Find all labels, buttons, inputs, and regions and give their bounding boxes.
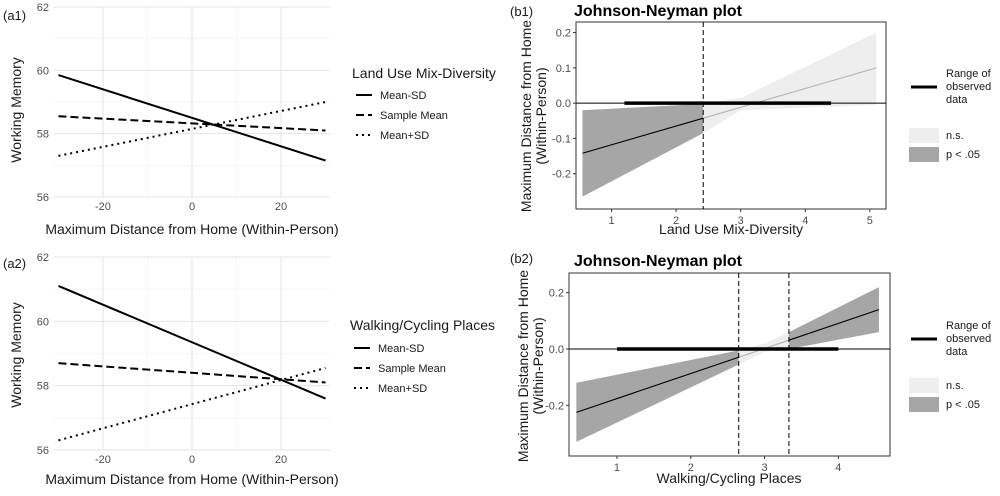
legend-item-range-line3: data: [946, 346, 968, 358]
panel-b1: (b1) Johnson-Neyman plot -0.2 -0.1 0.0 0.1 0…: [510, 3, 992, 237]
x-tick-label: 1: [614, 462, 620, 474]
legend-a2: Walking/Cycling Places Mean-SD Sample Me…: [350, 317, 495, 395]
legend-item-ns: n.s.: [946, 380, 964, 392]
y-tick-label: 62: [37, 2, 49, 14]
legend-item-range-line2: observed: [946, 81, 991, 93]
y-axis-label-b2: Maximum Distance from Home (Within-Perso…: [515, 270, 546, 462]
y-tick-label: -0.2: [552, 169, 571, 181]
y-tick-label: 0.0: [549, 344, 564, 356]
x-axis-label-b2: Walking/Cycling Places: [657, 470, 802, 486]
legend-item-range-line1: Range of: [946, 320, 992, 332]
legend-title-a1: Land Use Mix-Diversity: [352, 65, 496, 81]
chart-title-b1: Johnson-Neyman plot: [574, 3, 743, 20]
x-tick-label: 2: [688, 462, 694, 474]
y-tick-label: 60: [37, 65, 49, 77]
x-tick-label: 0: [189, 201, 195, 213]
ci-band-ns: [703, 32, 877, 134]
slope-line-significant: [788, 309, 880, 341]
x-tick-label: 4: [835, 462, 841, 474]
legend-item-range-line2: observed: [946, 333, 991, 345]
x-tick-label: 20: [275, 454, 287, 466]
y-tick-label: 0.1: [556, 63, 571, 75]
x-axis-label-a2: Maximum Distance from Home (Within-Perso…: [45, 471, 338, 487]
slope-line-significant: [576, 356, 739, 413]
y-tick-label: 60: [37, 316, 49, 328]
slope-line-ns: [703, 67, 877, 119]
slope-line-significant: [582, 117, 704, 154]
panel-a2: (a2) 56 58 60 62 -20 0 20 Maximum Distance fro…: [3, 252, 495, 487]
y-tick-label: 0.2: [549, 288, 564, 300]
panel-label-b2: (b2): [510, 251, 533, 266]
y-tick-label: -0.1: [552, 133, 571, 145]
ci-band-significant: [576, 350, 739, 442]
x-tick-label: 20: [275, 201, 287, 213]
legend-a1: Land Use Mix-Diversity Mean-SD Sample Me…: [352, 65, 496, 142]
legend-item-sig: p < .05: [946, 399, 980, 411]
panel-a1: (a1) 56 58 60 62 -20 0 20 Maximum Distance fro…: [3, 2, 496, 237]
legend-item-sample-mean: Sample Mean: [380, 110, 448, 122]
legend-item-sample-mean: Sample Mean: [378, 363, 446, 375]
legend-item-range-line3: data: [946, 94, 968, 106]
chart-title-b2: Johnson-Neyman plot: [574, 253, 743, 270]
x-tick-label: 2: [673, 215, 679, 227]
y-tick-label: 56: [37, 192, 49, 204]
panel-label-b1: (b1): [510, 4, 533, 19]
legend-b2: Range of observed data n.s. p < .05: [909, 320, 992, 412]
panel-label-a2: (a2): [3, 256, 26, 271]
ci-band-significant: [788, 287, 879, 350]
legend-item-mean-minus-sd: Mean-SD: [378, 343, 425, 355]
y-tick-label: 58: [37, 129, 49, 141]
legend-item-range-line1: Range of: [946, 68, 992, 80]
legend-key-sig: [909, 397, 939, 412]
series-line-sample-mean: [58, 115, 326, 132]
panel-b2: (b2) Johnson-Neyman plot -0.20.00.21 2 3 4 …: [510, 251, 992, 486]
x-tick-label: 4: [802, 215, 808, 227]
legend-b1: Range of observed data n.s. p < .05: [909, 68, 992, 162]
y-tick-label: 0.0: [556, 98, 571, 110]
legend-item-mean-minus-sd: Mean-SD: [380, 90, 427, 102]
panel-label-a1: (a1): [3, 8, 26, 23]
x-axis-label-a1: Maximum Distance from Home (Within-Perso…: [45, 221, 338, 237]
legend-title-a2: Walking/Cycling Places: [350, 317, 495, 333]
y-axis-label-line2-b1: (Within-Person): [533, 67, 549, 164]
legend-key-sig: [909, 147, 939, 162]
x-tick-label: 1: [608, 215, 614, 227]
y-tick-label: 58: [37, 381, 49, 393]
legend-key-ns: [909, 128, 939, 143]
y-tick-label: 0.2: [556, 28, 571, 40]
y-axis-label-line1-b1: Maximum Distance from Home: [518, 20, 534, 212]
x-tick-label: 5: [867, 215, 873, 227]
series-line-sample-mean: [58, 362, 326, 384]
x-axis-label-b1: Land Use Mix-Diversity: [659, 221, 803, 237]
x-tick-label: 3: [761, 462, 767, 474]
y-axis-label-a2: Working Memory: [8, 302, 24, 408]
y-tick-label: -0.2: [545, 400, 564, 412]
legend-item-ns: n.s.: [946, 130, 964, 142]
series-line-mean-minus-sd: [58, 74, 326, 162]
x-tick-label: -20: [95, 454, 111, 466]
legend-item-sig: p < .05: [946, 149, 980, 161]
legend-key-ns: [909, 378, 939, 393]
series-line-mean-plus-sd: [58, 367, 326, 442]
y-axis-label-b1: Maximum Distance from Home (Within-Perso…: [518, 20, 549, 212]
x-tick-label: 0: [189, 454, 195, 466]
x-tick-label: 3: [738, 215, 744, 227]
y-tick-label: 56: [37, 445, 49, 457]
y-axis-label-line2-b2: (Within-Person): [530, 317, 546, 414]
x-tick-label: -20: [95, 201, 111, 213]
y-axis-label-a1: Working Memory: [8, 57, 24, 163]
legend-item-mean-plus-sd: Mean+SD: [378, 383, 427, 395]
legend-item-mean-plus-sd: Mean+SD: [380, 130, 429, 142]
y-tick-label: 62: [37, 252, 49, 264]
y-axis-label-line1-b2: Maximum Distance from Home: [515, 270, 531, 462]
